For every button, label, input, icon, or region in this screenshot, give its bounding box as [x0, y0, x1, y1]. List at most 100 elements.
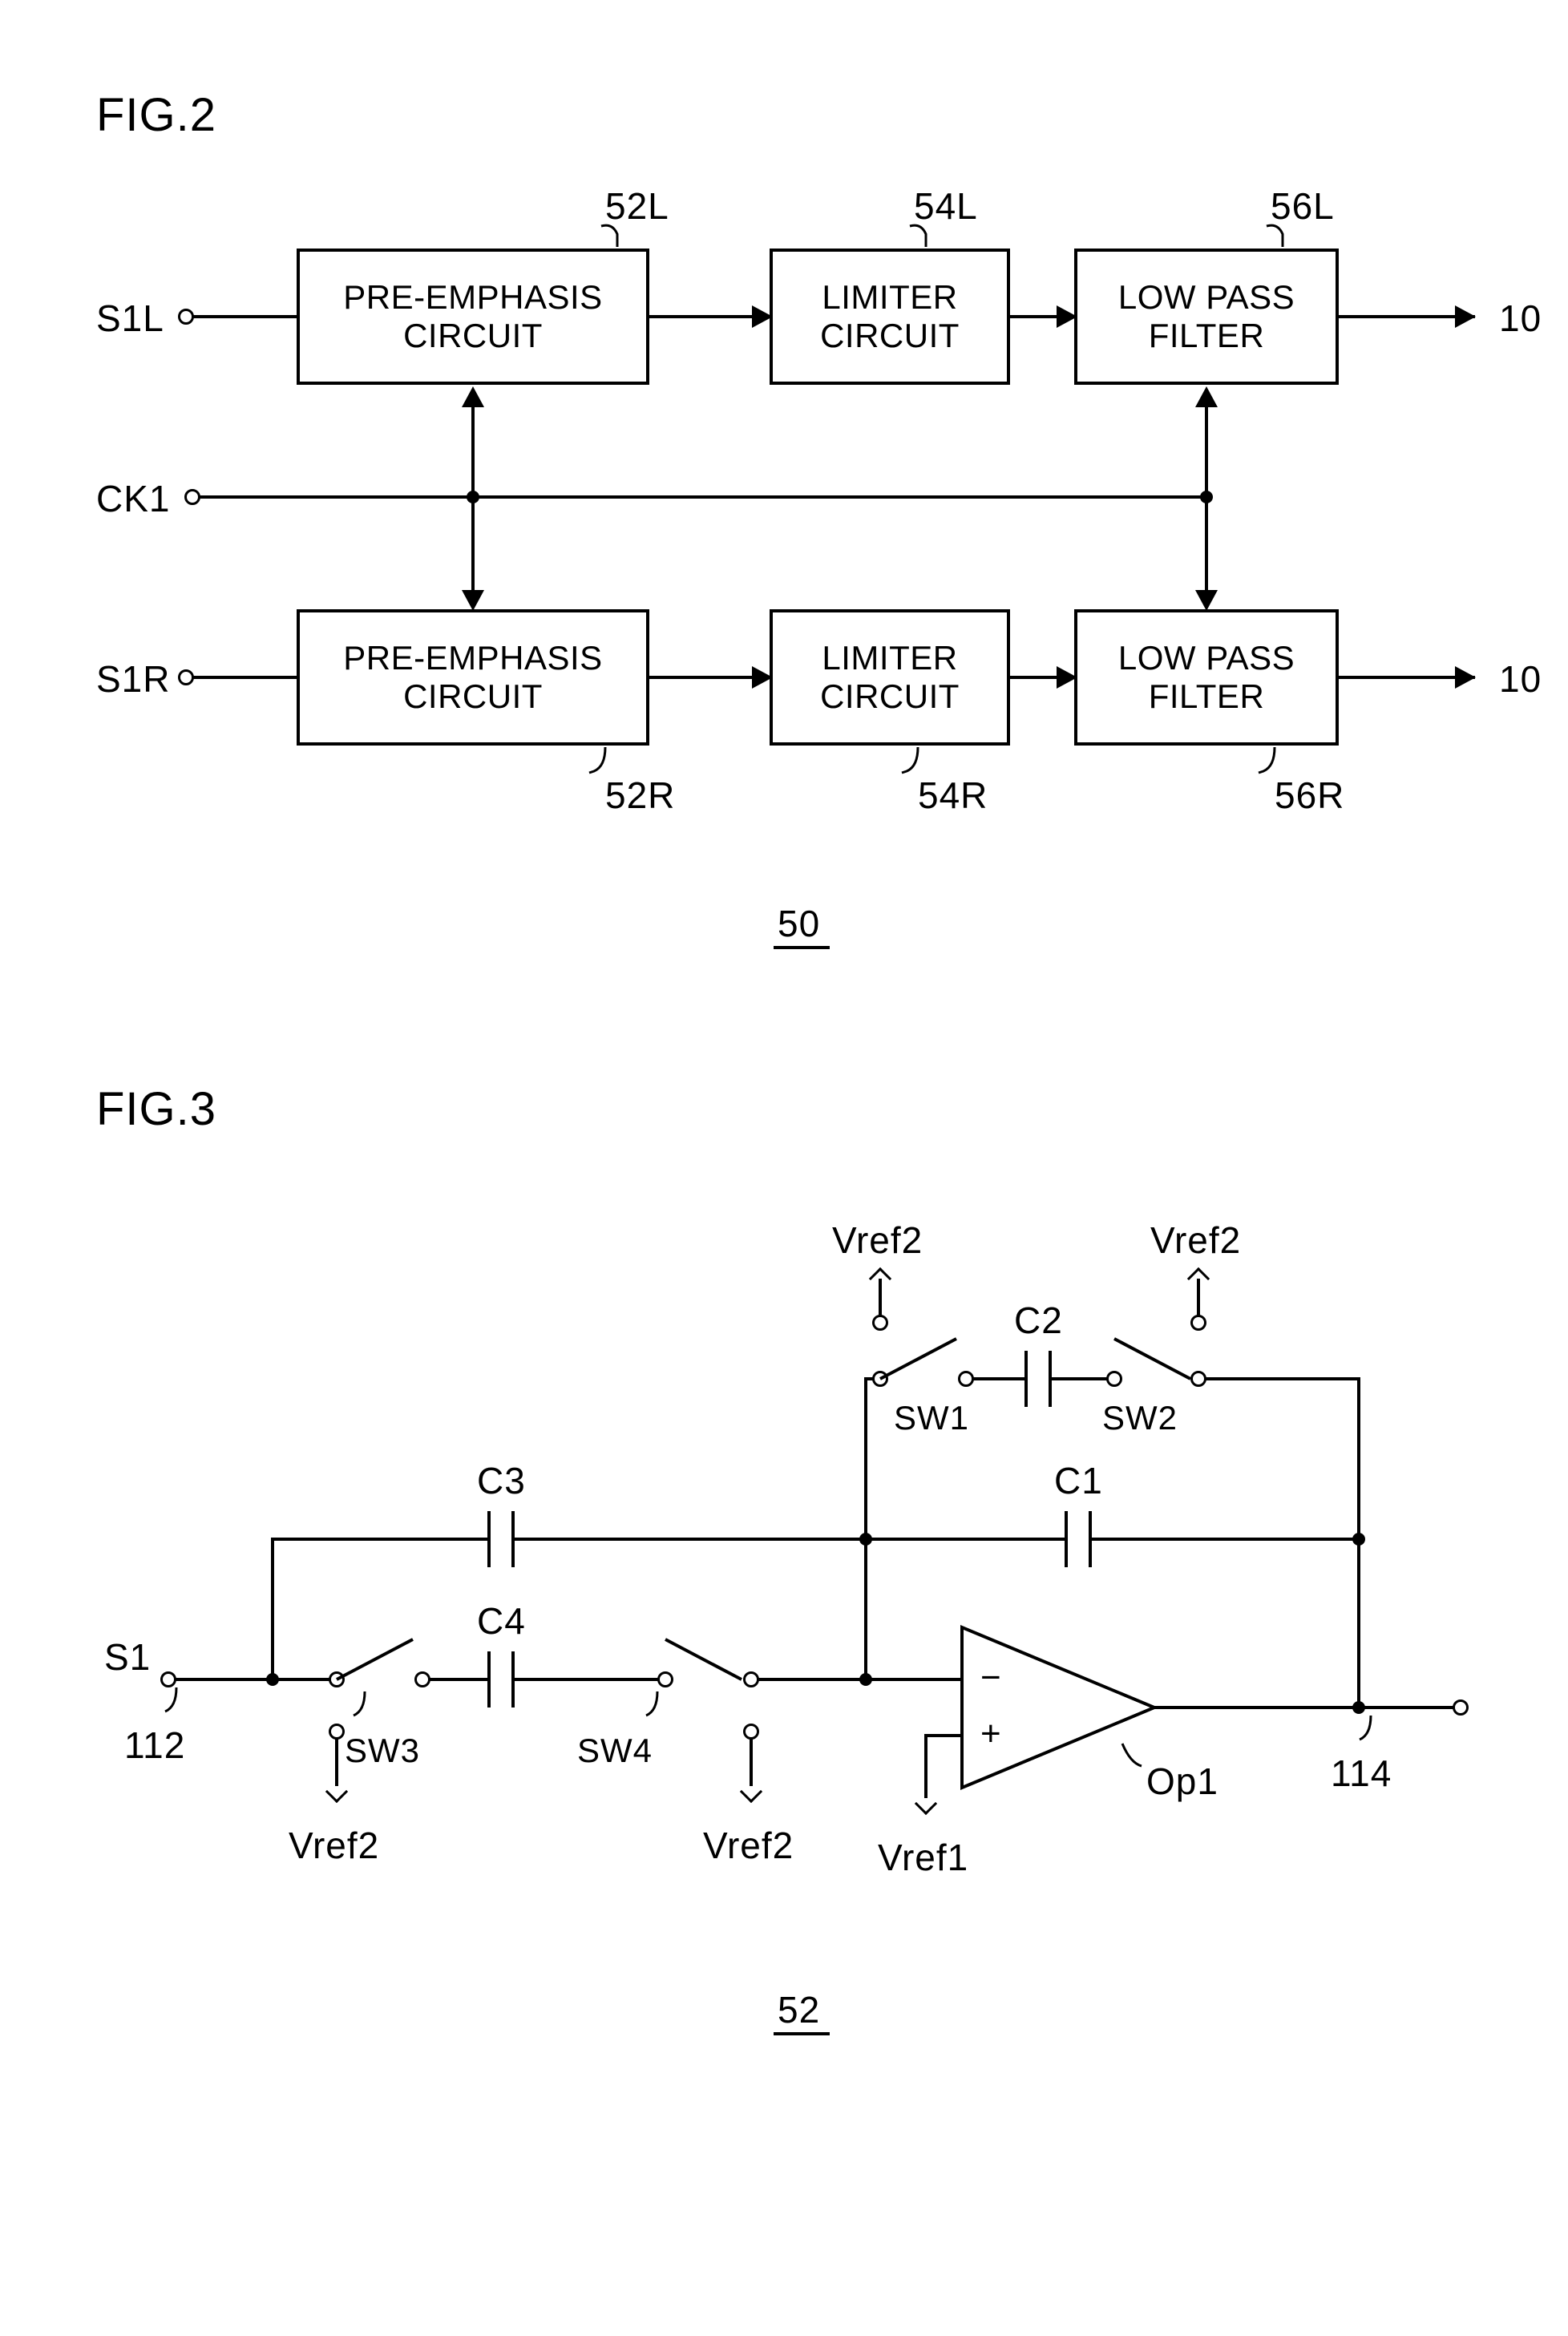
- arrow-lpfL-out: [1455, 305, 1476, 328]
- sw1-moving: [958, 1371, 974, 1387]
- leader-112: [168, 1687, 200, 1720]
- lpf-R-line1: LOW PASS: [1118, 639, 1295, 677]
- label-sw3: SW3: [345, 1732, 420, 1770]
- wire-sw4-to-node: [758, 1678, 867, 1681]
- label-out-10-top: 10: [1499, 297, 1542, 340]
- pre-emphasis-L-line1: PRE-EMPHASIS: [343, 278, 602, 317]
- block-pre-emphasis-L: PRE-EMPHASIS CIRCUIT: [297, 249, 649, 385]
- term-s1r: [178, 669, 194, 685]
- lpf-R-line2: FILTER: [1149, 677, 1265, 716]
- wire-ck1-to-lpfL: [1205, 401, 1208, 497]
- sw2-arm: [1114, 1331, 1202, 1387]
- c3-plate-l: [487, 1511, 491, 1567]
- label-56L: 56L: [1271, 184, 1335, 228]
- label-s1r: S1R: [96, 657, 170, 701]
- wire-to-opamp-minus: [866, 1678, 962, 1681]
- arrow-preL-limL: [752, 305, 773, 328]
- wire-to-c3: [271, 1538, 487, 1541]
- label-56R: 56R: [1275, 774, 1344, 817]
- lpf-L-line1: LOW PASS: [1118, 278, 1295, 317]
- label-vref1: Vref1: [878, 1836, 968, 1879]
- c2-plate-l: [1024, 1351, 1028, 1407]
- term-ck1: [184, 489, 200, 505]
- leader-54L: [910, 223, 942, 255]
- sw1-vref-arrow: [869, 1267, 891, 1290]
- leader-52L: [601, 223, 633, 255]
- leader-54R: [902, 747, 934, 779]
- label-vref2-sw4: Vref2: [703, 1824, 794, 1867]
- label-ck1: CK1: [96, 477, 170, 520]
- wire-fb-up-right: [1357, 1377, 1360, 1539]
- label-vref2-sw3: Vref2: [289, 1824, 379, 1867]
- label-vref2-sw1: Vref2: [832, 1219, 923, 1262]
- wire-sw3-c4: [429, 1678, 487, 1681]
- sw4-arm: [665, 1631, 754, 1687]
- block-pre-emphasis-R: PRE-EMPHASIS CIRCUIT: [297, 609, 649, 746]
- label-c3: C3: [477, 1459, 526, 1502]
- sw3-vref-stub: [335, 1738, 338, 1786]
- wire-s1l-in: [192, 315, 297, 318]
- leader-56L: [1267, 223, 1299, 255]
- wire-ck1-to-preL: [471, 401, 475, 497]
- c4-plate-l: [487, 1651, 491, 1708]
- block-limiter-L: LIMITER CIRCUIT: [770, 249, 1010, 385]
- leader-sw3: [357, 1691, 389, 1724]
- fig3-ref-underline: [774, 2032, 830, 2035]
- wire-to-c1: [866, 1538, 1065, 1541]
- sw1-arm: [880, 1331, 968, 1387]
- label-sw1: SW1: [894, 1399, 969, 1437]
- wire-c1-to-out: [1092, 1538, 1361, 1541]
- label-s1: S1: [104, 1635, 151, 1679]
- leader-114: [1363, 1716, 1395, 1748]
- label-54L: 54L: [914, 184, 978, 228]
- sw4-vref-arrow: [740, 1780, 762, 1803]
- arrow-ck1-lpfL: [1195, 386, 1218, 407]
- block-limiter-R: LIMITER CIRCUIT: [770, 609, 1010, 746]
- label-vref2-sw2: Vref2: [1150, 1219, 1241, 1262]
- label-c2: C2: [1014, 1299, 1063, 1342]
- opamp-plus: +: [980, 1714, 1002, 1754]
- wire-fb-up-left: [864, 1377, 867, 1539]
- label-out-10-bot: 10: [1499, 657, 1542, 701]
- fig2-title: FIG.2: [96, 88, 216, 142]
- wire-to-opamp-plus: [926, 1734, 962, 1737]
- wire-vref1-stub: [924, 1734, 927, 1798]
- wire-opamp-out: [1154, 1706, 1360, 1709]
- arrow-ck1-lpfR: [1195, 590, 1218, 611]
- sw1-vref-term: [872, 1315, 888, 1331]
- limiter-R-line2: CIRCUIT: [820, 677, 960, 716]
- arrow-limR-lpfR: [1057, 666, 1077, 689]
- sw2-fixed: [1190, 1371, 1206, 1387]
- arrow-preR-limR: [752, 666, 773, 689]
- sw4-vref-stub: [750, 1738, 753, 1786]
- wire-split-up: [271, 1538, 274, 1679]
- sw4-fixed: [743, 1671, 759, 1687]
- wire-ck1-bus: [199, 495, 1206, 499]
- sw2-vref-arrow: [1187, 1267, 1210, 1290]
- leader-56R: [1259, 747, 1291, 779]
- term-114: [1453, 1699, 1469, 1716]
- lpf-L-line2: FILTER: [1149, 317, 1265, 355]
- pre-emphasis-L-line2: CIRCUIT: [403, 317, 543, 355]
- fig2-ref-underline: [774, 946, 830, 949]
- arrow-limL-lpfL: [1057, 305, 1077, 328]
- fig3-ref: 52: [778, 1988, 820, 2031]
- label-114: 114: [1331, 1752, 1392, 1795]
- pre-emphasis-R-line1: PRE-EMPHASIS: [343, 639, 602, 677]
- label-op1: Op1: [1146, 1760, 1218, 1803]
- vref1-arrow: [915, 1792, 937, 1815]
- leader-52R: [589, 747, 621, 779]
- label-c4: C4: [477, 1599, 526, 1643]
- label-52L: 52L: [605, 184, 669, 228]
- label-s1l: S1L: [96, 297, 164, 340]
- label-sw2: SW2: [1102, 1399, 1178, 1437]
- wire-s1r-in: [192, 676, 297, 679]
- wire-c4-sw4: [515, 1678, 659, 1681]
- wire-ck1-to-preR: [471, 497, 475, 593]
- sw3-vref-arrow: [325, 1780, 348, 1803]
- label-112: 112: [124, 1724, 185, 1767]
- arrow-lpfR-out: [1455, 666, 1476, 689]
- term-112: [160, 1671, 176, 1687]
- c1-plate-l: [1065, 1511, 1068, 1567]
- block-lpf-R: LOW PASS FILTER: [1074, 609, 1339, 746]
